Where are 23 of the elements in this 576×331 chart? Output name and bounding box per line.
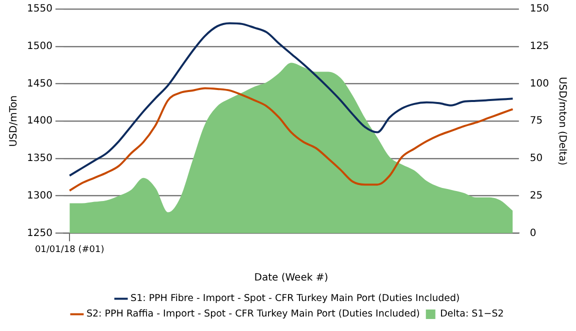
x-tick-label: 01/01/18 (#01) [34,244,104,255]
y-tick-label: 1400 [26,116,52,127]
y-axis-title: USD/mTon [8,95,20,147]
y-tick-label: 1300 [26,190,52,202]
legend-label: S2: PPH Raffia - Import - Spot - CFR Turkey Main Port (Duties Included) [86,308,420,320]
legend-label: Delta: S1−S2 [440,308,504,320]
y-tick-label: 1450 [26,78,52,90]
y2-tick-label: 125 [530,40,550,52]
y-tick-label: 1500 [26,40,52,52]
line-series [68,22,514,177]
y2-tick-label: 0 [530,228,536,239]
y2-axis-title: USD/mton (Delta) [556,76,568,166]
y2-tick-label: 50 [530,153,543,164]
y2-tick-label: 25 [530,190,543,202]
y2-tick-label: 150 [530,4,550,15]
legend-label: S1: PPH Fibre - Import - Spot - CFR Turkey Main Port (Duties Included) [130,293,460,304]
line-series [68,87,514,192]
y-tick-label: 1350 [26,153,52,164]
y2-tick-label: 100 [530,78,550,90]
y2-tick-label: 75 [530,116,543,127]
y-tick-label: 1250 [26,228,52,239]
x-axis-title: Date (Week #) [254,272,328,284]
y-tick-label: 1550 [26,4,52,15]
